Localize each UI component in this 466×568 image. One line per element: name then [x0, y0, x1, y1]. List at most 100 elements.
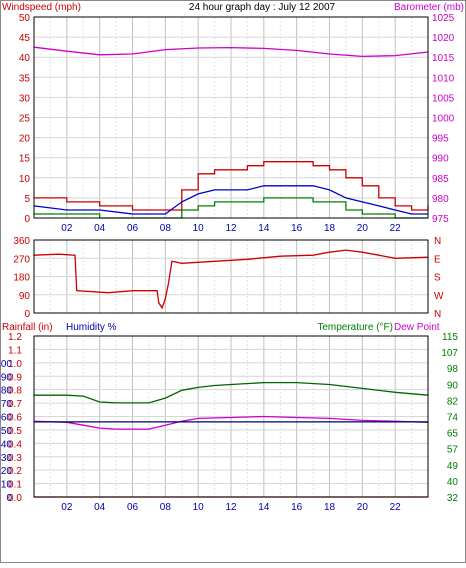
humidity-y-tick: 10 — [1, 480, 13, 491]
rainfall-y-tick: 0.0 — [8, 493, 22, 504]
temperature-y-tick: 74 — [447, 413, 459, 424]
x-tick-label: 06 — [127, 502, 139, 513]
humidity-y-tick: 70 — [1, 399, 13, 410]
plot-frame-2 — [33, 335, 429, 498]
wind-y-tick: 45 — [19, 33, 31, 44]
rainfall-y-tick: 0.3 — [8, 453, 22, 464]
temperature-y-tick: 98 — [447, 364, 459, 375]
wind-gust-line — [34, 161, 429, 211]
rainfall-y-tick: 0.9 — [8, 372, 22, 383]
temperature-y-tick: 40 — [447, 477, 459, 488]
humidity-y-tick: 20 — [1, 466, 13, 477]
temperature-y-tick: 90 — [447, 380, 459, 391]
humidity-y-tick: 0 — [6, 493, 12, 504]
x-tick-label: 12 — [225, 502, 237, 513]
wind-y-tick: 5 — [24, 194, 30, 205]
rainfall-y-tick: 0.6 — [8, 413, 22, 424]
x-tick-label: 08 — [160, 223, 172, 234]
x-tick-label: 18 — [324, 223, 336, 234]
humidity-y-tick: 40 — [1, 439, 13, 450]
barometer-y-tick: 1010 — [432, 73, 455, 84]
chart-title: 24 hour graph day : July 12 2007 — [189, 2, 336, 13]
wind-direction-line — [33, 249, 429, 310]
x-tick-label: 10 — [193, 502, 205, 513]
windspeed-axis-label: Windspeed (mph) — [2, 2, 81, 13]
x-tick-label: 02 — [61, 502, 73, 513]
x-tick-label: 04 — [94, 502, 106, 513]
wind-y-tick: 40 — [19, 53, 31, 64]
rainfall-y-tick: 0.7 — [8, 399, 22, 410]
dewpoint-axis-label: Dew Point — [394, 322, 440, 333]
compass-tick: N — [434, 309, 441, 320]
humidity-y-tick: 30 — [1, 453, 13, 464]
barometer-y-tick: 1000 — [432, 114, 455, 125]
wind-y-tick: 25 — [19, 114, 31, 125]
rainfall-y-tick: 1.2 — [8, 332, 22, 343]
temperature-y-tick: 82 — [447, 396, 459, 407]
wind-y-tick: 35 — [19, 73, 31, 84]
x-tick-label: 02 — [61, 223, 73, 234]
compass-tick: S — [434, 273, 441, 284]
compass-tick: W — [434, 291, 444, 302]
x-tick-label: 22 — [390, 502, 402, 513]
tick-labels: 0510152025303540455097598098599099510001… — [0, 13, 458, 513]
temperature-y-tick: 107 — [441, 348, 458, 359]
wind-y-tick: 30 — [19, 93, 31, 104]
rainfall-y-tick: 0.1 — [8, 480, 22, 491]
humidity-y-tick: 60 — [1, 413, 13, 424]
x-tick-label: 18 — [324, 502, 336, 513]
x-tick-label: 16 — [291, 223, 303, 234]
barometer-axis-label: Barometer (mb) — [394, 2, 464, 13]
x-tick-label: 06 — [127, 223, 139, 234]
humidity-axis-label: Humidity % — [66, 322, 117, 333]
x-tick-label: 08 — [160, 502, 172, 513]
direction-y-tick: 90 — [19, 291, 31, 302]
direction-y-tick: 270 — [13, 254, 30, 265]
barometer-y-tick: 975 — [432, 214, 449, 225]
rainfall-y-tick: 1.0 — [8, 359, 22, 370]
x-tick-label: 10 — [193, 223, 205, 234]
humidity-y-tick: 80 — [1, 386, 13, 397]
x-tick-label: 22 — [390, 223, 402, 234]
temperature-line — [34, 381, 429, 404]
barometer-line — [33, 46, 429, 58]
barometer-y-tick: 980 — [432, 194, 449, 205]
wind-avg-line — [33, 185, 428, 215]
temperature-y-tick: 32 — [447, 493, 459, 504]
wind-y-tick: 0 — [24, 214, 30, 225]
compass-tick: N — [434, 236, 441, 247]
humidity-y-tick: 90 — [1, 372, 13, 383]
rainfall-y-tick: 0.4 — [8, 439, 22, 450]
wind-y-tick: 15 — [19, 154, 31, 165]
rainfall-y-tick: 0.8 — [8, 386, 22, 397]
temperature-y-tick: 57 — [447, 445, 459, 456]
rainfall-axis-label: Rainfall (in) — [2, 322, 53, 333]
temperature-y-tick: 49 — [447, 461, 459, 472]
barometer-y-tick: 1015 — [432, 53, 455, 64]
barometer-y-tick: 990 — [432, 154, 449, 165]
x-tick-label: 16 — [291, 502, 303, 513]
wind-y-tick: 20 — [19, 134, 31, 145]
compass-tick: E — [434, 254, 441, 265]
temperature-y-tick: 65 — [447, 429, 459, 440]
x-tick-label: 14 — [258, 223, 270, 234]
plot-frame-0 — [33, 16, 429, 219]
temperature-axis-label: Temperature (°F) — [317, 322, 393, 333]
barometer-y-tick: 1005 — [432, 93, 455, 104]
direction-y-tick: 0 — [24, 309, 30, 320]
plot-frame-1 — [33, 239, 429, 314]
wind-y-tick: 10 — [19, 174, 31, 185]
barometer-y-tick: 995 — [432, 134, 449, 145]
x-tick-label: 04 — [94, 223, 106, 234]
x-tick-label: 20 — [357, 223, 369, 234]
humidity-y-tick: 50 — [1, 426, 13, 437]
humidity-y-tick: 100 — [0, 359, 12, 370]
temperature-y-tick: 115 — [442, 332, 458, 343]
plot-frames — [33, 16, 429, 498]
wind-y-tick: 50 — [19, 13, 31, 24]
x-tick-label: 12 — [225, 223, 237, 234]
direction-y-tick: 360 — [13, 236, 30, 247]
